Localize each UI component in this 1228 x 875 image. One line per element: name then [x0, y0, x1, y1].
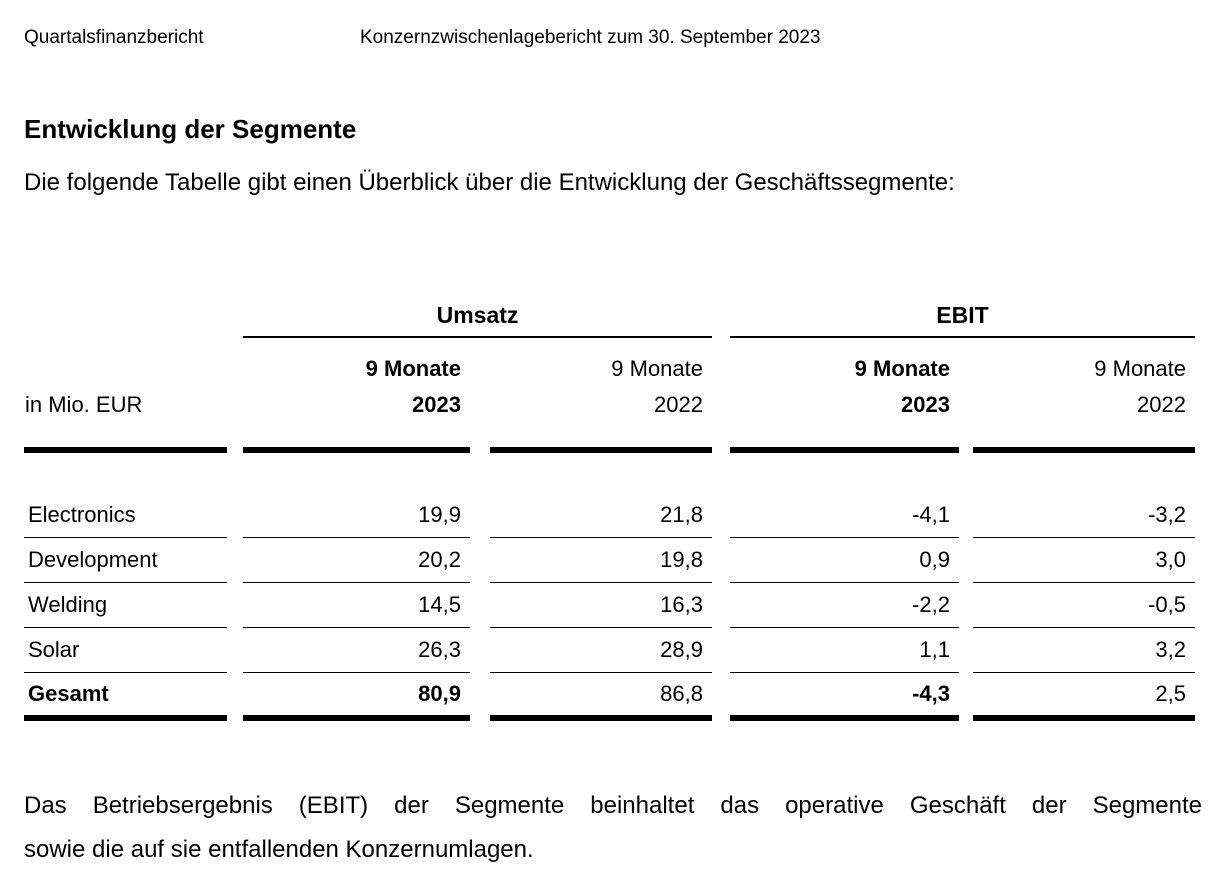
cell-electronics-ebit-2022: -3,2: [973, 493, 1195, 538]
cell-gesamt-umsatz-2022: 86,8: [490, 673, 712, 721]
table-spacer: [24, 453, 1195, 493]
period-line: 9 Monate: [1094, 356, 1186, 381]
cell-solar-umsatz-2023: 26,3: [243, 628, 470, 673]
row-label-electronics: Electronics: [24, 493, 227, 538]
col-header-ebit-2023: 9 Monate 2023: [730, 338, 959, 453]
cell-development-umsatz-2023: 20,2: [243, 538, 470, 583]
year-line: 2023: [901, 392, 950, 417]
intro-paragraph: Die folgende Tabelle gibt einen Überblic…: [24, 169, 955, 196]
period-line: 9 Monate: [854, 356, 950, 381]
footnote-line-1: Das Betriebsergebnis (EBIT) der Segmente…: [24, 792, 1202, 819]
row-label-gesamt: Gesamt: [24, 673, 227, 721]
cell-welding-ebit-2023: -2,2: [730, 583, 959, 628]
cell-development-ebit-2023: 0,9: [730, 538, 959, 583]
col-header-ebit-2022: 9 Monate 2022: [973, 338, 1195, 453]
cell-electronics-umsatz-2022: 21,8: [490, 493, 712, 538]
footnote: Das Betriebsergebnis (EBIT) der Segmente…: [24, 784, 1202, 872]
section-title: Entwicklung der Segmente: [24, 114, 357, 144]
cell-gesamt-ebit-2022: 2,5: [973, 673, 1195, 721]
column-group-umsatz: Umsatz: [243, 300, 712, 338]
row-label-welding: Welding: [24, 583, 227, 628]
row-label-solar: Solar: [24, 628, 227, 673]
report-type-label: Quartalsfinanzbericht: [24, 27, 204, 48]
cell-electronics-umsatz-2023: 19,9: [243, 493, 470, 538]
col-header-umsatz-2022: 9 Monate 2022: [490, 338, 712, 453]
unit-label-text: in Mio. EUR: [25, 392, 143, 417]
period-line: 9 Monate: [365, 356, 461, 381]
report-header-title: Konzernzwischenlagebericht zum 30. Septe…: [360, 27, 821, 48]
col-header-umsatz-2023: 9 Monate 2023: [243, 338, 470, 453]
segments-table: Umsatz EBIT in Mio. EUR 9 Monate 2023 9 …: [24, 300, 1195, 721]
cell-gesamt-umsatz-2023: 80,9: [243, 673, 470, 721]
row-label-development: Development: [24, 538, 227, 583]
cell-welding-ebit-2022: -0,5: [973, 583, 1195, 628]
cell-welding-umsatz-2023: 14,5: [243, 583, 470, 628]
cell-welding-umsatz-2022: 16,3: [490, 583, 712, 628]
period-line: 9 Monate: [611, 356, 703, 381]
cell-electronics-ebit-2023: -4,1: [730, 493, 959, 538]
cell-solar-ebit-2023: 1,1: [730, 628, 959, 673]
column-group-ebit: EBIT: [730, 300, 1195, 338]
year-line: 2022: [654, 392, 703, 417]
cell-solar-umsatz-2022: 28,9: [490, 628, 712, 673]
unit-label: in Mio. EUR: [24, 338, 227, 453]
cell-development-umsatz-2022: 19,8: [490, 538, 712, 583]
year-line: 2023: [412, 392, 461, 417]
footnote-line-2: sowie die auf sie entfallenden Konzernum…: [24, 836, 534, 863]
year-line: 2022: [1137, 392, 1186, 417]
cell-gesamt-ebit-2023: -4,3: [730, 673, 959, 721]
cell-solar-ebit-2022: 3,2: [973, 628, 1195, 673]
cell-development-ebit-2022: 3,0: [973, 538, 1195, 583]
